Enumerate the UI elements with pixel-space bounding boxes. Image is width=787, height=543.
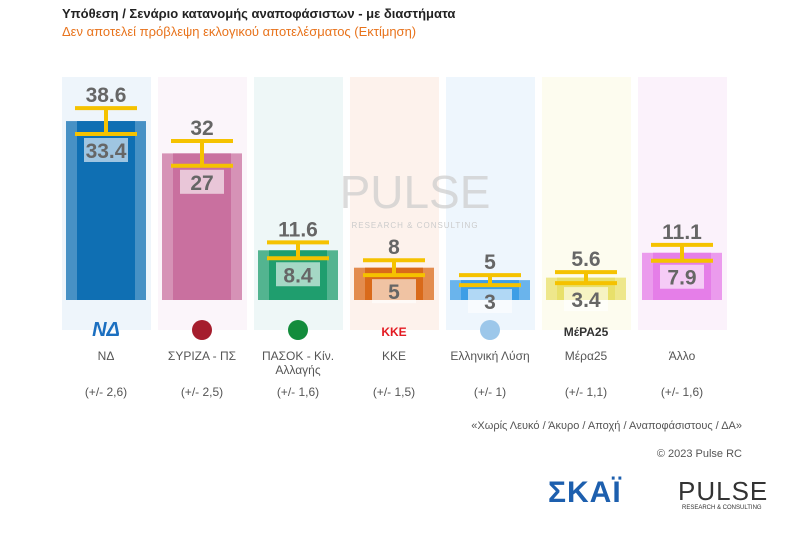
party-logo: ΝΔ (92, 319, 120, 340)
lower-label: 7.9 (667, 267, 696, 290)
party-logo-icon (288, 320, 308, 340)
chart-title: Υπόθεση / Σενάριο κατανομής αναποφάσιστω… (62, 6, 456, 21)
lower-label-bg (564, 287, 608, 312)
lower-label: 3.4 (571, 289, 601, 312)
lower-label: 8.4 (283, 264, 313, 287)
lower-label: 33.4 (86, 140, 127, 163)
lower-label: 3 (484, 291, 496, 314)
upper-label: 8 (388, 236, 400, 259)
category-label: ΝΔ (97, 349, 115, 363)
party-logo-icon (480, 320, 500, 340)
lower-label-bg (372, 279, 416, 304)
skai-logo: ΣΚΑΪ (548, 476, 622, 509)
category-label: ΚΚΕ (381, 349, 406, 363)
category-label: ΣΥΡΙΖΑ - ΠΣ (167, 349, 237, 363)
upper-label: 5 (484, 251, 496, 274)
margin-label: (+/- 1,1) (564, 385, 608, 399)
lower-label-bg (468, 289, 512, 314)
lower-label-bg (660, 264, 704, 289)
copyright: © 2023 Pulse RC (656, 448, 742, 460)
margin-label: (+/- 2,6) (84, 385, 128, 399)
lower-label: 27 (190, 172, 213, 195)
margin-label: (+/- 2,5) (180, 385, 224, 399)
party-logo: ΚΚΕ (381, 325, 406, 339)
upper-label: 5.6 (571, 248, 600, 271)
category-label: Ελληνική Λύση (450, 349, 530, 363)
upper-label: 11.1 (662, 221, 702, 244)
pulse-logo: PULSE (678, 476, 769, 506)
lower-label-bg (180, 169, 224, 194)
category-label: ΠΑΣΟΚ - Κίν. Αλλαγής (261, 349, 335, 377)
margin-label: (+/- 1,5) (372, 385, 416, 399)
watermark: PULSE (340, 166, 491, 218)
upper-label: 11.6 (278, 218, 318, 241)
party-logo-icon (192, 320, 212, 340)
category-label: Μέρα25 (564, 349, 608, 363)
margin-label: (+/- 1,6) (276, 385, 320, 399)
chart-subtitle: Δεν αποτελεί πρόβλεψη εκλογικού αποτελέσ… (62, 24, 417, 39)
upper-label: 32 (190, 117, 213, 140)
category-label: Άλλο (668, 349, 696, 363)
lower-label-bg (276, 262, 320, 287)
upper-label: 38.6 (86, 84, 127, 107)
party-logo: ΜέΡΑ25 (564, 325, 609, 339)
watermark-sub: RESEARCH & CONSULTING (351, 221, 478, 230)
pulse-logo-sub: RESEARCH & CONSULTING (682, 505, 762, 511)
margin-label: (+/- 1,6) (660, 385, 704, 399)
lower-label-bg (84, 138, 128, 163)
margin-label: (+/- 1) (473, 385, 507, 399)
lower-label: 5 (388, 281, 400, 304)
footnote: «Χωρίς Λευκό / Άκυρο / Αποχή / Αναποφάσι… (471, 420, 742, 432)
